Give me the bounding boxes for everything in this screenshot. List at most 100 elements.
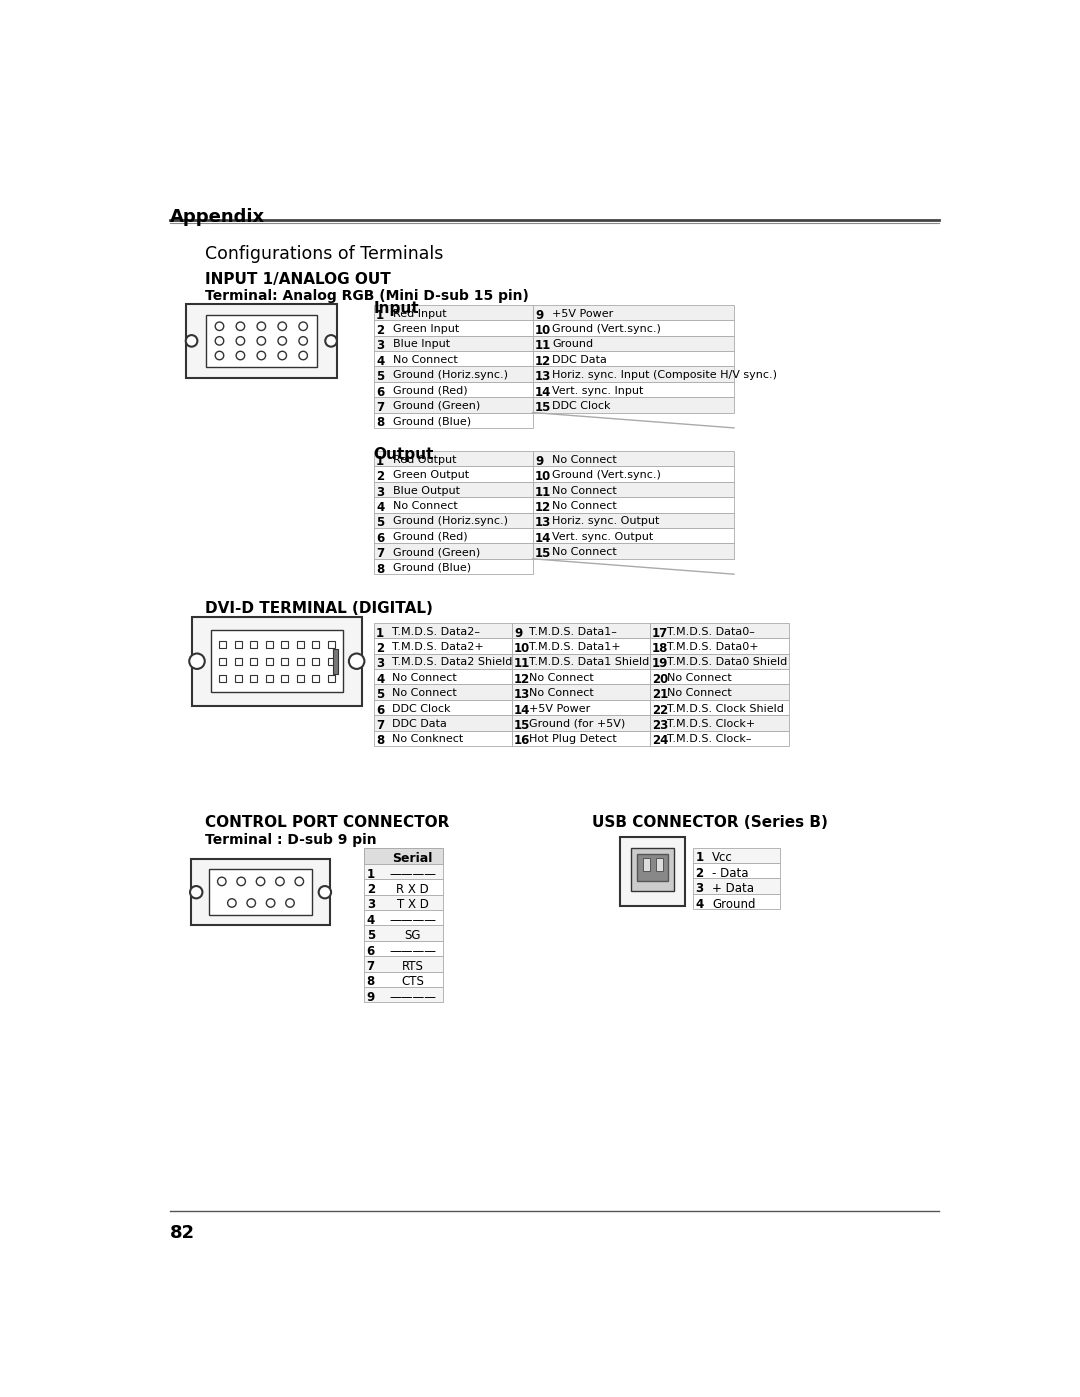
Circle shape [325,335,337,346]
Circle shape [215,323,224,331]
Text: Configurations of Terminals: Configurations of Terminals [205,244,443,263]
Text: 23: 23 [652,719,669,732]
Text: 4: 4 [367,914,375,926]
Bar [693,894,780,909]
Text: 14: 14 [514,704,530,717]
Circle shape [256,877,265,886]
Bar [649,623,789,638]
Text: Red Output: Red Output [393,455,457,465]
Circle shape [278,323,286,331]
Circle shape [247,898,256,907]
Circle shape [295,877,303,886]
Bar [532,351,734,366]
Text: Ground (Horiz.sync.): Ground (Horiz.sync.) [393,517,508,527]
Text: ————: ———— [389,914,436,926]
Text: T.M.D.S. Data0–: T.M.D.S. Data0– [667,627,755,637]
Circle shape [349,654,364,669]
Bar [532,467,734,482]
Bar [693,879,780,894]
Text: No Connect: No Connect [667,689,732,698]
Text: 8: 8 [367,975,375,988]
Bar [364,940,444,956]
Text: Blue Input: Blue Input [393,339,450,349]
Bar [374,513,532,528]
Bar [205,314,318,367]
Text: CTS: CTS [401,975,423,988]
Text: No Connect: No Connect [529,673,594,683]
Text: 9: 9 [514,627,523,640]
Text: ————: ———— [389,944,436,957]
Text: Terminal : D-sub 9 pin: Terminal : D-sub 9 pin [205,833,376,847]
Text: Ground (Red): Ground (Red) [393,386,468,395]
Text: No Connect: No Connect [392,673,456,683]
Bar [532,397,734,412]
Circle shape [299,351,308,360]
Text: 7: 7 [376,548,384,560]
Text: 3: 3 [376,658,384,671]
Bar [312,641,319,648]
Text: T.M.D.S. Data1 Shield: T.M.D.S. Data1 Shield [529,658,650,668]
Circle shape [278,351,286,360]
Text: 6: 6 [367,944,375,957]
Circle shape [275,877,284,886]
Bar [512,623,649,638]
Bar [374,715,512,731]
Text: 3: 3 [696,882,703,895]
Bar [191,859,330,925]
Text: + Data: + Data [713,882,754,895]
Bar [219,641,226,648]
Text: Vcc: Vcc [713,851,733,865]
Circle shape [237,877,245,886]
Bar [649,700,789,715]
Bar [649,638,789,654]
Text: Ground: Ground [552,339,593,349]
Bar [512,638,649,654]
Text: T.M.D.S. Data0+: T.M.D.S. Data0+ [667,643,759,652]
Bar [649,715,789,731]
Text: T.M.D.S. Clock–: T.M.D.S. Clock– [667,735,752,745]
Bar [266,658,272,665]
Text: Appendix: Appendix [170,208,265,226]
Bar [374,305,532,320]
Bar [374,528,532,543]
Text: Green Output: Green Output [393,471,469,481]
Bar [364,879,444,894]
Text: 10: 10 [535,471,551,483]
Bar [281,658,288,665]
Text: Vert. sync. Output: Vert. sync. Output [552,532,653,542]
Bar [327,641,335,648]
Bar [374,412,532,427]
Bar [234,675,242,682]
Bar [512,669,649,685]
Text: 5: 5 [376,689,384,701]
Text: Red Input: Red Input [393,309,447,319]
Text: 19: 19 [652,658,669,671]
Text: 2: 2 [376,324,384,337]
Circle shape [286,898,294,907]
Text: 12: 12 [514,673,530,686]
Text: 6: 6 [376,704,384,717]
Text: ————: ———— [389,868,436,880]
Text: 13: 13 [514,689,530,701]
Bar [374,623,512,638]
Bar [266,641,272,648]
Text: T.M.D.S. Data1+: T.M.D.S. Data1+ [529,643,621,652]
Text: ————: ———— [389,990,436,1004]
Text: SG: SG [404,929,421,942]
Bar [364,971,444,986]
Bar [643,858,649,870]
Circle shape [299,337,308,345]
Text: 10: 10 [535,324,551,337]
Text: DDC Data: DDC Data [392,719,446,729]
Bar [208,869,312,915]
Bar [374,559,532,574]
Text: 15: 15 [514,719,530,732]
Text: Blue Output: Blue Output [393,486,460,496]
Bar [234,658,242,665]
Text: 4: 4 [376,355,384,367]
Text: 7: 7 [376,401,384,414]
Text: No Connect: No Connect [552,486,617,496]
Bar [374,351,532,366]
Text: T.M.D.S. Data2–: T.M.D.S. Data2– [392,627,480,637]
Bar [512,715,649,731]
